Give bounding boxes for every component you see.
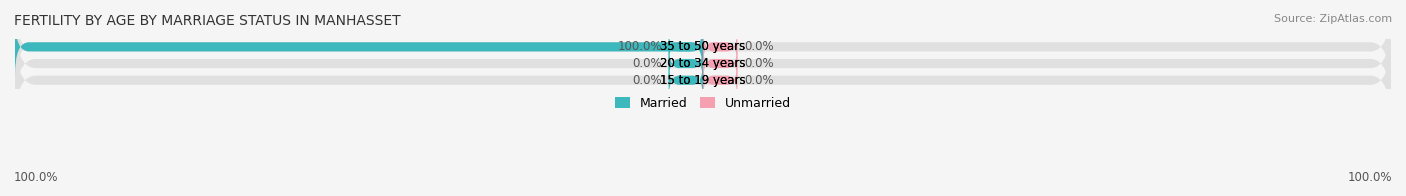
Text: 100.0%: 100.0% <box>617 40 662 53</box>
Text: 20 to 34 years: 20 to 34 years <box>661 57 745 70</box>
Text: 0.0%: 0.0% <box>744 57 773 70</box>
FancyBboxPatch shape <box>15 18 1391 109</box>
Text: 0.0%: 0.0% <box>633 57 662 70</box>
FancyBboxPatch shape <box>703 43 737 84</box>
Text: 20 to 34 years: 20 to 34 years <box>661 57 745 70</box>
FancyBboxPatch shape <box>703 26 737 67</box>
Text: Source: ZipAtlas.com: Source: ZipAtlas.com <box>1274 14 1392 24</box>
FancyBboxPatch shape <box>15 18 703 76</box>
Text: 100.0%: 100.0% <box>1347 171 1392 184</box>
FancyBboxPatch shape <box>703 60 737 101</box>
Text: 15 to 19 years: 15 to 19 years <box>661 74 745 87</box>
FancyBboxPatch shape <box>669 60 703 101</box>
FancyBboxPatch shape <box>15 1 1391 92</box>
Text: 100.0%: 100.0% <box>14 171 59 184</box>
Text: FERTILITY BY AGE BY MARRIAGE STATUS IN MANHASSET: FERTILITY BY AGE BY MARRIAGE STATUS IN M… <box>14 14 401 28</box>
Text: 0.0%: 0.0% <box>744 40 773 53</box>
Legend: Married, Unmarried: Married, Unmarried <box>614 97 792 110</box>
Text: 35 to 50 years: 35 to 50 years <box>661 40 745 53</box>
Text: 0.0%: 0.0% <box>744 74 773 87</box>
FancyBboxPatch shape <box>669 26 703 67</box>
Text: 35 to 50 years: 35 to 50 years <box>661 40 745 53</box>
Text: 15 to 19 years: 15 to 19 years <box>661 74 745 87</box>
FancyBboxPatch shape <box>669 43 703 84</box>
FancyBboxPatch shape <box>15 35 1391 126</box>
Text: 0.0%: 0.0% <box>633 74 662 87</box>
